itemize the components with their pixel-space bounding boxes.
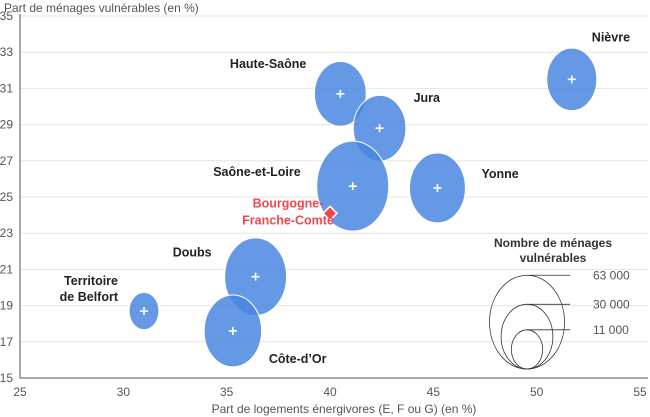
bubble-label: Jura <box>414 91 441 105</box>
legend-size-label: 63 000 <box>593 268 630 282</box>
y-tick-label: 25 <box>0 190 13 204</box>
reference-diamond-icon <box>321 205 339 222</box>
y-tick-label: 17 <box>0 335 13 349</box>
x-tick-label: 35 <box>220 385 234 399</box>
bubble-label: Territoire <box>64 274 118 288</box>
y-tick-label: 23 <box>0 226 13 240</box>
y-tick-label: 15 <box>0 371 13 385</box>
y-tick-label: 35 <box>0 9 13 23</box>
reference-label: Bourgogne- <box>253 196 324 210</box>
y-axis-title: Part de ménages vulnérables (en %) <box>4 1 199 15</box>
legend-title: vulnérables <box>520 251 587 265</box>
y-tick-label: 27 <box>0 154 13 168</box>
legend-circle <box>510 329 544 370</box>
x-tick-label: 25 <box>13 385 27 399</box>
bubble-label: Nièvre <box>592 30 630 44</box>
legend-size-label: 11 000 <box>593 323 629 337</box>
reference-label: Franche-Comté <box>242 213 334 227</box>
bubble-label: Saône-et-Loire <box>213 165 301 179</box>
y-tick-label: 19 <box>0 299 13 313</box>
legend-size-label: 30 000 <box>593 297 630 311</box>
x-tick-label: 55 <box>633 385 647 399</box>
bubble-label: Haute-Saône <box>230 57 306 71</box>
plus-marker-icon <box>348 182 357 191</box>
x-tick-label: 45 <box>427 385 441 399</box>
bubble-labels: Nièvre Haute-Saône Jura Saône-et-Loire Yonne… <box>60 30 630 366</box>
plus-marker-icon <box>336 89 345 98</box>
bubble-label: Yonne <box>481 167 518 181</box>
legend-circle <box>500 303 554 370</box>
x-tick-label: 40 <box>323 385 337 399</box>
y-tick-label: 29 <box>0 118 13 132</box>
bubble-label: Doubs <box>173 246 212 260</box>
plus-marker-icon <box>228 326 237 335</box>
plus-marker-icon <box>433 183 442 192</box>
bubble-label: Côte-d’Or <box>269 352 327 366</box>
legend-title: Nombre de ménages <box>494 236 612 250</box>
bubble-label: de Belfort <box>60 290 119 304</box>
y-tick-label: 33 <box>0 45 13 59</box>
x-tick-label: 30 <box>117 385 131 399</box>
plus-marker-icon <box>567 75 576 84</box>
bubbles <box>128 47 598 368</box>
legend-circle <box>489 274 565 370</box>
x-axis-title: Part de logements énergivores (E, F ou G… <box>212 402 477 416</box>
axes: 15 17 19 21 23 25 27 29 31 33 35 25 30 35 40 45 50 55 <box>0 9 648 399</box>
y-tick-label: 21 <box>0 262 13 276</box>
y-tick-label: 31 <box>0 81 13 95</box>
plus-marker-icon <box>251 272 260 281</box>
plus-marker-icon <box>375 124 384 133</box>
plus-marker-icon <box>140 307 148 316</box>
x-tick-label: 50 <box>530 385 544 399</box>
